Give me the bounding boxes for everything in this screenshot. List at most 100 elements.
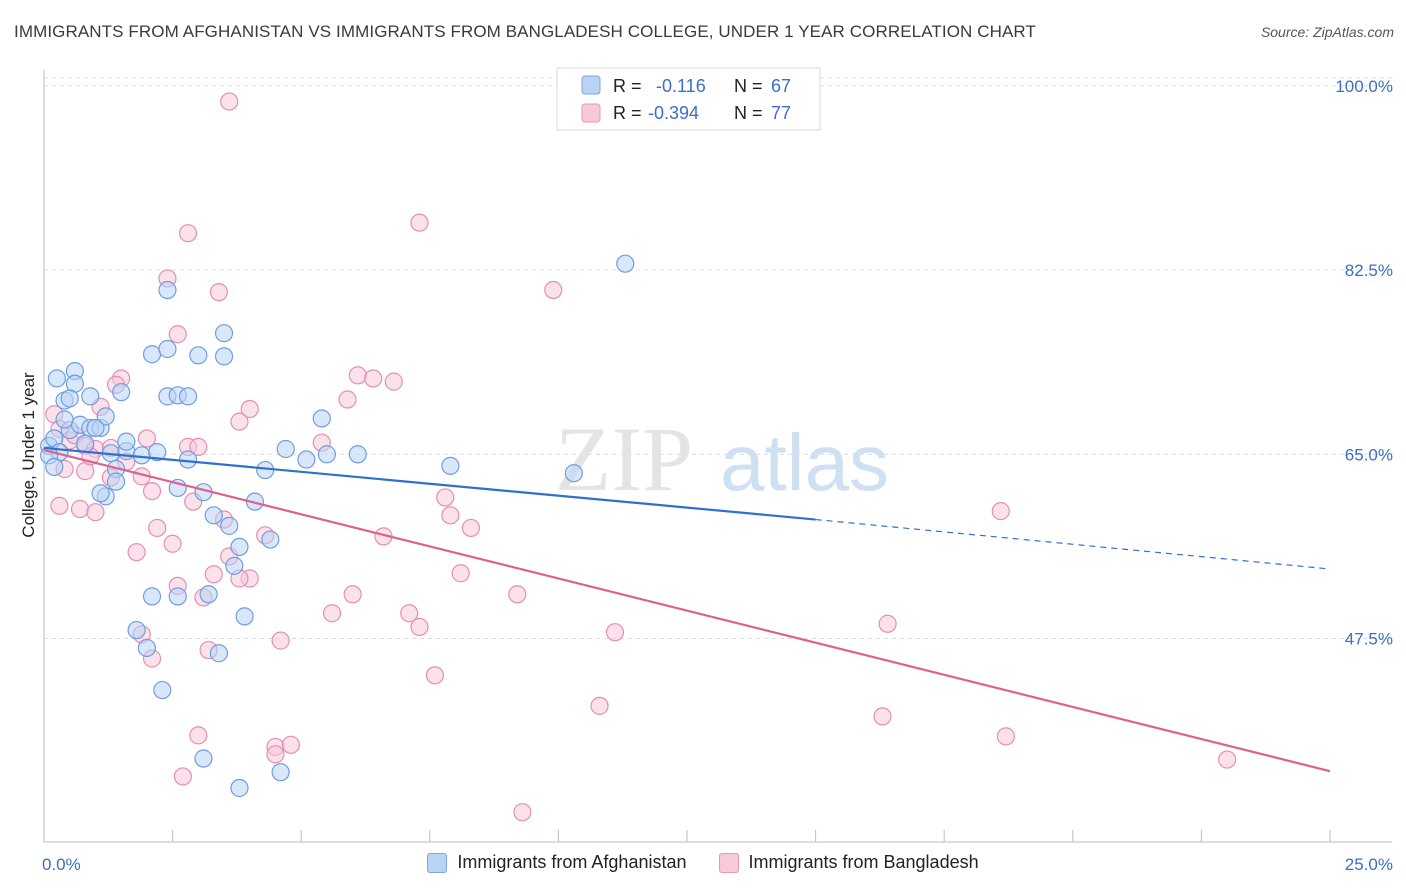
afghanistan-point-62 [312, 409, 331, 428]
afghanistan-point-52 [158, 280, 177, 300]
bangladesh-point-60 [266, 745, 285, 764]
legend-r-label-1: R = [613, 76, 642, 96]
stats-legend: R = -0.116 N = 67 R = -0.394 N = 77 [556, 67, 821, 131]
bangladesh-point-33 [348, 366, 367, 385]
afghanistan-point-19 [142, 345, 162, 364]
afghanistan-point-18 [117, 432, 136, 451]
bangladesh-point-5 [544, 280, 563, 300]
afghanistan-point-49 [441, 456, 460, 475]
legend-swatch-pink [581, 103, 601, 123]
bangladesh-point-66 [878, 614, 897, 633]
legend-n-label-1: N = [734, 76, 763, 96]
legend-n-label-2: N = [734, 103, 763, 123]
afghanistan-point-66 [60, 389, 79, 408]
bangladesh-point-48 [204, 565, 223, 584]
afghanistan-trend-line [43, 446, 816, 521]
legend-r-label-2: R = [613, 103, 642, 123]
series-legend-afghanistan: Immigrants from Afghanistan [427, 852, 687, 873]
trend-lines [43, 446, 1331, 773]
afghanistan-point-54 [142, 587, 162, 606]
afghanistan-point-26 [81, 387, 100, 406]
bangladesh-point-61 [425, 666, 445, 685]
bangladesh-point-22 [86, 503, 105, 522]
bangladesh-point-21 [70, 499, 90, 519]
bangladesh-point-59 [173, 767, 192, 786]
series-swatch-bangladesh [718, 852, 739, 873]
afghanistan-point-64 [45, 457, 64, 476]
bangladesh-point-70 [513, 803, 532, 822]
grid-lines [44, 77, 1392, 639]
bangladesh-point-3 [209, 283, 228, 302]
afghanistan-point-38 [225, 556, 244, 575]
afghanistan-point-40 [168, 587, 187, 606]
afghanistan-point-58 [194, 749, 213, 768]
afghanistan-point-28 [55, 410, 74, 429]
x-tick-label-0: 0.0% [42, 855, 81, 874]
afghanistan-point-46 [317, 445, 337, 464]
bangladesh-point-30 [240, 399, 259, 419]
afghanistan-point-14 [112, 383, 131, 402]
y-tick-label-2: 65.0% [1345, 445, 1393, 464]
afghanistan-point-51 [616, 254, 635, 273]
series-label-bangladesh: Immigrants from Bangladesh [748, 852, 979, 872]
afghanistan-point-60 [271, 763, 290, 782]
afghanistan-point-61 [209, 644, 228, 663]
bangladesh-point-71 [50, 496, 69, 515]
afghanistan-point-55 [235, 607, 254, 626]
bangladesh-point-23 [142, 482, 162, 501]
afghanistan-point-25 [214, 347, 234, 366]
afghanistan-point-3 [47, 369, 66, 388]
watermark-atlas: atlas [720, 418, 889, 507]
afghanistan-point-50 [564, 464, 583, 483]
afghanistan-point-24 [189, 346, 208, 365]
bangladesh-point-36 [436, 488, 455, 507]
y-tick-label-3: 47.5% [1345, 630, 1393, 649]
afghanistan-point-30 [132, 446, 151, 465]
bangladesh-point-28 [189, 437, 208, 456]
watermark-zip: ZIP [555, 408, 693, 510]
series-legend-bangladesh: Immigrants from Bangladesh [718, 852, 979, 873]
source-label: Source: ZipAtlas.com [1260, 24, 1394, 40]
afghanistan-point-20 [158, 339, 177, 359]
bangladesh-point-39 [461, 518, 481, 538]
stats-legend-box [556, 67, 821, 131]
bangladesh-point-64 [590, 696, 609, 715]
bangladesh-point-34 [364, 369, 383, 388]
bangladesh-point-32 [338, 390, 357, 409]
y-tick-label-0: 100.0% [1335, 77, 1393, 96]
series-label-afghanistan: Immigrants from Afghanistan [457, 852, 687, 872]
bangladesh-point-43 [322, 604, 342, 623]
bangladesh-point-65 [873, 707, 892, 726]
afghanistan-point-29 [91, 484, 110, 503]
axes [43, 70, 1392, 843]
series-swatch-afghanistan [427, 852, 448, 873]
bangladesh-point-0 [220, 92, 239, 111]
afghanistan-point-39 [199, 585, 218, 604]
afghanistan-point-57 [153, 680, 172, 700]
afghanistan-point-33 [178, 450, 198, 469]
legend-n-value-1: 67 [771, 76, 791, 96]
bangladesh-point-24 [148, 518, 167, 538]
y-tick-label-1: 82.5% [1345, 261, 1393, 280]
afghanistan-point-44 [276, 439, 295, 459]
afghanistan-point-45 [297, 450, 316, 469]
bangladesh-point-25 [163, 534, 182, 553]
bangladesh-point-37 [441, 506, 460, 525]
afghanistan-point-11 [96, 407, 115, 426]
bangladesh-point-73 [137, 429, 156, 448]
chart-title: IMMIGRANTS FROM AFGHANISTAN VS IMMIGRANT… [14, 22, 1036, 41]
afghanistan-point-35 [204, 506, 223, 525]
bangladesh-point-6 [168, 325, 187, 344]
afghanistan-point-36 [220, 516, 239, 535]
legend-r-value-2: -0.394 [648, 103, 699, 123]
afghanistan-point-37 [230, 537, 249, 557]
afghanistan-point-59 [230, 778, 249, 798]
bangladesh-point-44 [343, 585, 362, 604]
afghanistan-point-31 [148, 443, 167, 462]
afghanistan-trend-extension [815, 518, 1331, 570]
series-legend: Immigrants from Afghanistan Immigrants f… [0, 852, 1406, 873]
afghanistan-point-65 [86, 418, 105, 438]
bangladesh-point-56 [271, 631, 290, 650]
bangladesh-point-29 [230, 412, 249, 431]
